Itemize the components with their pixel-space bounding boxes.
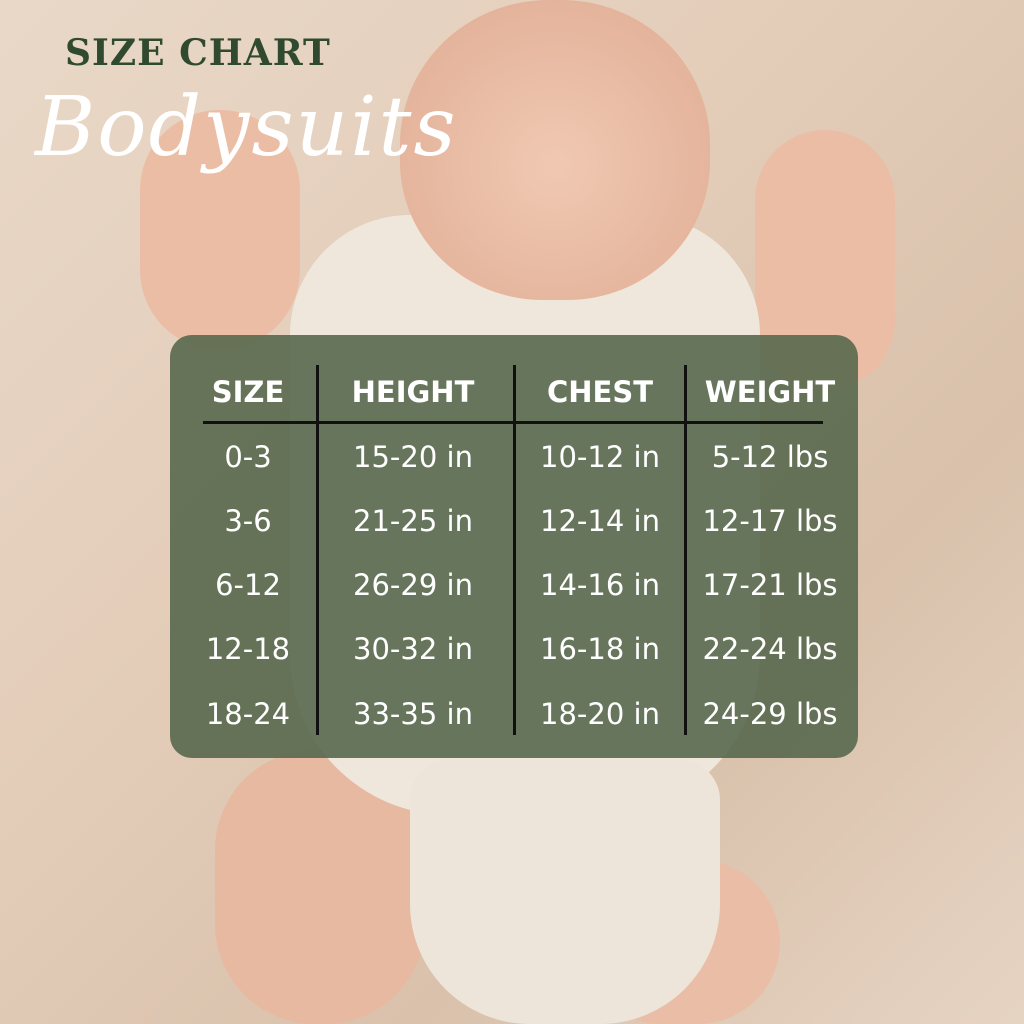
table-cell: 6-12 xyxy=(215,568,281,602)
baby-arm-left xyxy=(140,110,300,350)
table-cell: 21-25 in xyxy=(353,504,473,538)
table-cell: 0-3 xyxy=(224,440,272,474)
table-cell: 10-12 in xyxy=(540,440,660,474)
table-cell: 3-6 xyxy=(224,504,272,538)
table-cell: 15-20 in xyxy=(353,440,473,474)
column-header: CHEST xyxy=(546,375,654,409)
size-chart-title: SIZE CHART xyxy=(65,32,331,74)
table-cell: 16-18 in xyxy=(540,632,660,666)
column-divider xyxy=(513,365,516,735)
table-cell: 12-14 in xyxy=(540,504,660,538)
column-header: SIZE xyxy=(211,375,285,409)
table-cell: 14-16 in xyxy=(540,568,660,602)
table-cell: 17-21 lbs xyxy=(702,568,838,602)
table-cell: 33-35 in xyxy=(353,697,473,731)
table-cell: 26-29 in xyxy=(353,568,473,602)
column-header: WEIGHT xyxy=(704,375,836,409)
column-divider xyxy=(684,365,687,735)
size-table: SIZE HEIGHT CHEST WEIGHT 0-3 15-20 in 10-12 in… xyxy=(170,335,858,758)
table-cell: 12-18 xyxy=(205,632,291,666)
table-cell: 30-32 in xyxy=(353,632,473,666)
table-cell: 22-24 lbs xyxy=(702,632,838,666)
table-cell: 12-17 lbs xyxy=(702,504,838,538)
column-header: HEIGHT xyxy=(351,375,475,409)
table-cell: 18-24 xyxy=(205,697,291,731)
column-divider xyxy=(316,365,319,735)
table-cell: 24-29 lbs xyxy=(702,697,838,731)
table-cell: 18-20 in xyxy=(540,697,660,731)
product-subtitle: Bodysuits xyxy=(35,80,458,175)
baby-head xyxy=(400,0,710,300)
table-cell: 5-12 lbs xyxy=(711,440,829,474)
bodysuit-bottom xyxy=(410,760,720,1024)
